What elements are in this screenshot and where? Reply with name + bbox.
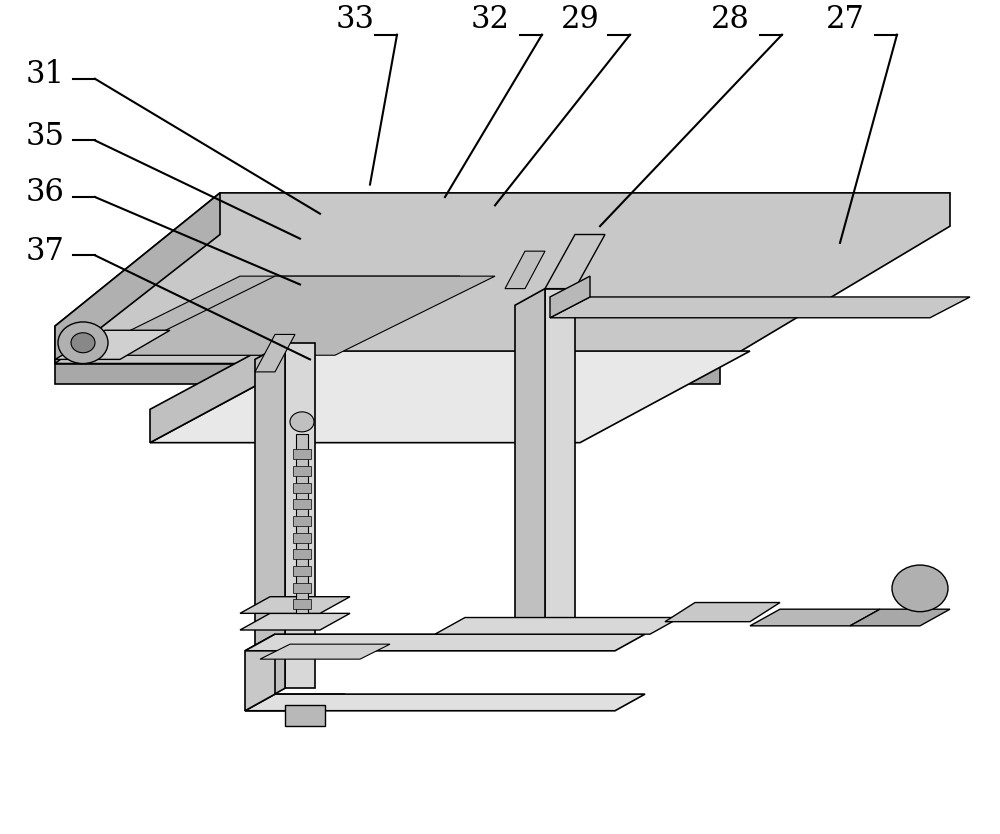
Circle shape bbox=[58, 322, 108, 364]
Polygon shape bbox=[245, 634, 645, 651]
Text: 35: 35 bbox=[26, 121, 64, 152]
Text: 31: 31 bbox=[26, 59, 64, 90]
Polygon shape bbox=[505, 624, 615, 641]
Polygon shape bbox=[505, 251, 545, 289]
Polygon shape bbox=[260, 644, 390, 659]
Polygon shape bbox=[750, 609, 880, 626]
Polygon shape bbox=[80, 276, 460, 355]
Polygon shape bbox=[240, 596, 350, 613]
Polygon shape bbox=[550, 297, 970, 318]
Polygon shape bbox=[545, 289, 575, 617]
Polygon shape bbox=[255, 343, 285, 705]
Circle shape bbox=[71, 333, 95, 353]
Polygon shape bbox=[55, 364, 720, 384]
Polygon shape bbox=[255, 334, 295, 372]
Polygon shape bbox=[245, 694, 345, 711]
Text: 37: 37 bbox=[26, 236, 64, 267]
Polygon shape bbox=[665, 602, 780, 621]
Polygon shape bbox=[293, 450, 311, 460]
Polygon shape bbox=[293, 500, 311, 510]
Polygon shape bbox=[150, 351, 750, 443]
Polygon shape bbox=[293, 582, 311, 592]
Polygon shape bbox=[296, 435, 308, 613]
Circle shape bbox=[290, 412, 314, 432]
Polygon shape bbox=[245, 694, 645, 711]
Text: 27: 27 bbox=[826, 4, 864, 35]
Polygon shape bbox=[293, 466, 311, 476]
Polygon shape bbox=[435, 617, 680, 634]
Polygon shape bbox=[285, 343, 315, 688]
Text: 36: 36 bbox=[26, 178, 64, 208]
Polygon shape bbox=[515, 289, 545, 634]
Polygon shape bbox=[245, 634, 275, 711]
Polygon shape bbox=[550, 276, 590, 318]
Polygon shape bbox=[293, 599, 311, 609]
Polygon shape bbox=[55, 193, 220, 364]
Polygon shape bbox=[293, 533, 311, 543]
Text: 33: 33 bbox=[336, 4, 374, 35]
Polygon shape bbox=[150, 318, 320, 443]
Text: 28: 28 bbox=[711, 4, 749, 35]
Polygon shape bbox=[55, 193, 950, 364]
Polygon shape bbox=[293, 566, 311, 576]
Polygon shape bbox=[293, 550, 311, 560]
Polygon shape bbox=[240, 613, 350, 630]
Polygon shape bbox=[850, 609, 950, 626]
Polygon shape bbox=[293, 516, 311, 526]
Text: 32: 32 bbox=[471, 4, 510, 35]
Polygon shape bbox=[545, 234, 605, 289]
Polygon shape bbox=[115, 276, 495, 355]
Text: 29: 29 bbox=[561, 4, 599, 35]
Polygon shape bbox=[293, 483, 311, 493]
Circle shape bbox=[892, 565, 948, 611]
Polygon shape bbox=[285, 705, 325, 726]
Polygon shape bbox=[55, 330, 170, 359]
